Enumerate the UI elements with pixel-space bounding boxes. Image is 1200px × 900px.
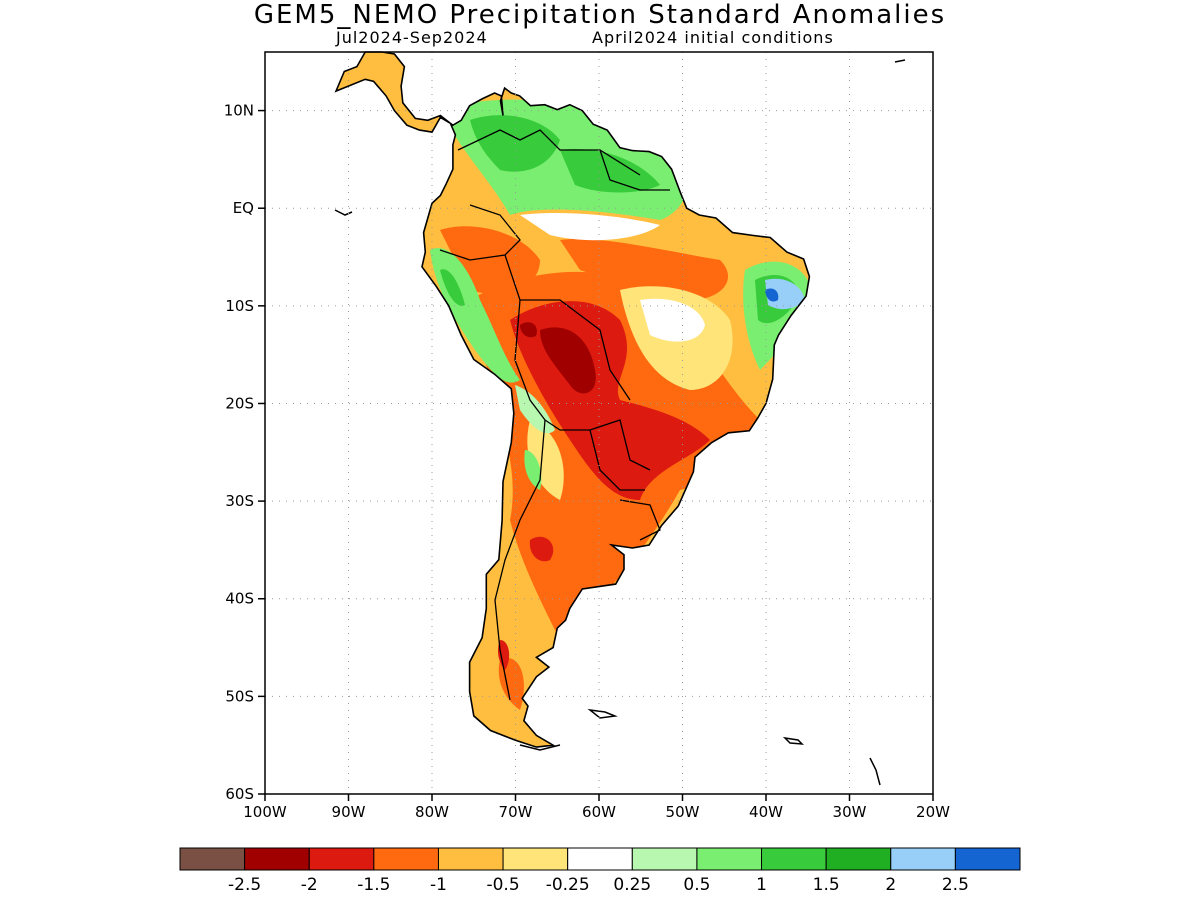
latitude-label: EQ bbox=[233, 199, 254, 217]
longitude-label: 70W bbox=[499, 803, 533, 821]
map-title: GEM5_NEMO Precipitation Standard Anomali… bbox=[253, 0, 947, 30]
colorbar-swatch bbox=[761, 847, 827, 871]
longitude-label: 60W bbox=[582, 803, 616, 821]
longitude-label: 100W bbox=[243, 803, 287, 821]
latitude-label: 10S bbox=[225, 297, 254, 315]
longitude-label: 40W bbox=[749, 803, 783, 821]
colorbar-label: 0.25 bbox=[613, 875, 651, 895]
colorbar-swatch bbox=[437, 847, 504, 871]
colorbar-swatch bbox=[696, 847, 763, 871]
colorbar-label: 1 bbox=[756, 875, 767, 895]
colorbar-swatch bbox=[179, 847, 246, 871]
longitude-label: 50W bbox=[666, 803, 700, 821]
longitude-label: 90W bbox=[332, 803, 366, 821]
colorbar-label: -2 bbox=[301, 875, 318, 895]
colorbar-swatch bbox=[567, 847, 633, 871]
colorbar-swatch bbox=[373, 847, 439, 871]
colorbar-label: -2.5 bbox=[228, 875, 261, 895]
colorbar-label: 2.5 bbox=[942, 875, 969, 895]
colorbar-label: 1.5 bbox=[813, 875, 840, 895]
coastline bbox=[334, 51, 811, 748]
colorbar-swatch bbox=[890, 847, 956, 871]
map-gridlines bbox=[265, 52, 933, 794]
longitude-label: 20W bbox=[916, 803, 950, 821]
initial-conditions: April2024 initial conditions bbox=[592, 28, 834, 47]
colorbar-swatch bbox=[308, 847, 375, 871]
forecast-period: Jul2024-Sep2024 bbox=[336, 28, 488, 47]
colorbar-label: 2 bbox=[885, 875, 896, 895]
colorbar-swatch bbox=[631, 847, 698, 871]
colorbar: -2.5 -2 -1.5 -1 -0.5 -0.25 0.25 0.5 1 1.5 2 2.5 bbox=[179, 847, 1021, 895]
anomaly-shading bbox=[336, 52, 810, 748]
latitude-label: 20S bbox=[225, 394, 254, 412]
colorbar-label: 0.5 bbox=[683, 875, 710, 895]
colorbar-swatch bbox=[244, 847, 310, 871]
colorbar-label: -0.5 bbox=[486, 875, 519, 895]
latitude-label: 30S bbox=[225, 492, 254, 510]
latitude-label: 50S bbox=[225, 687, 254, 705]
longitude-label: 80W bbox=[415, 803, 449, 821]
colorbar-label: -1.5 bbox=[357, 875, 390, 895]
colorbar-swatch bbox=[825, 847, 892, 871]
colorbar-label: -0.25 bbox=[546, 875, 590, 895]
latitude-label: 60S bbox=[225, 785, 254, 803]
axis-ticks: 100W 90W 80W 70W 60W 50W 40W 30W 20W 10N EQ 10S 20S 3… bbox=[224, 102, 950, 821]
colorbar-label: -1 bbox=[430, 875, 447, 895]
latitude-label: 10N bbox=[224, 102, 254, 120]
country-borders bbox=[439, 129, 670, 701]
latitude-label: 40S bbox=[225, 590, 254, 608]
longitude-label: 30W bbox=[833, 803, 867, 821]
islands bbox=[334, 59, 906, 786]
colorbar-swatch bbox=[502, 847, 569, 871]
colorbar-swatch bbox=[954, 847, 1021, 871]
